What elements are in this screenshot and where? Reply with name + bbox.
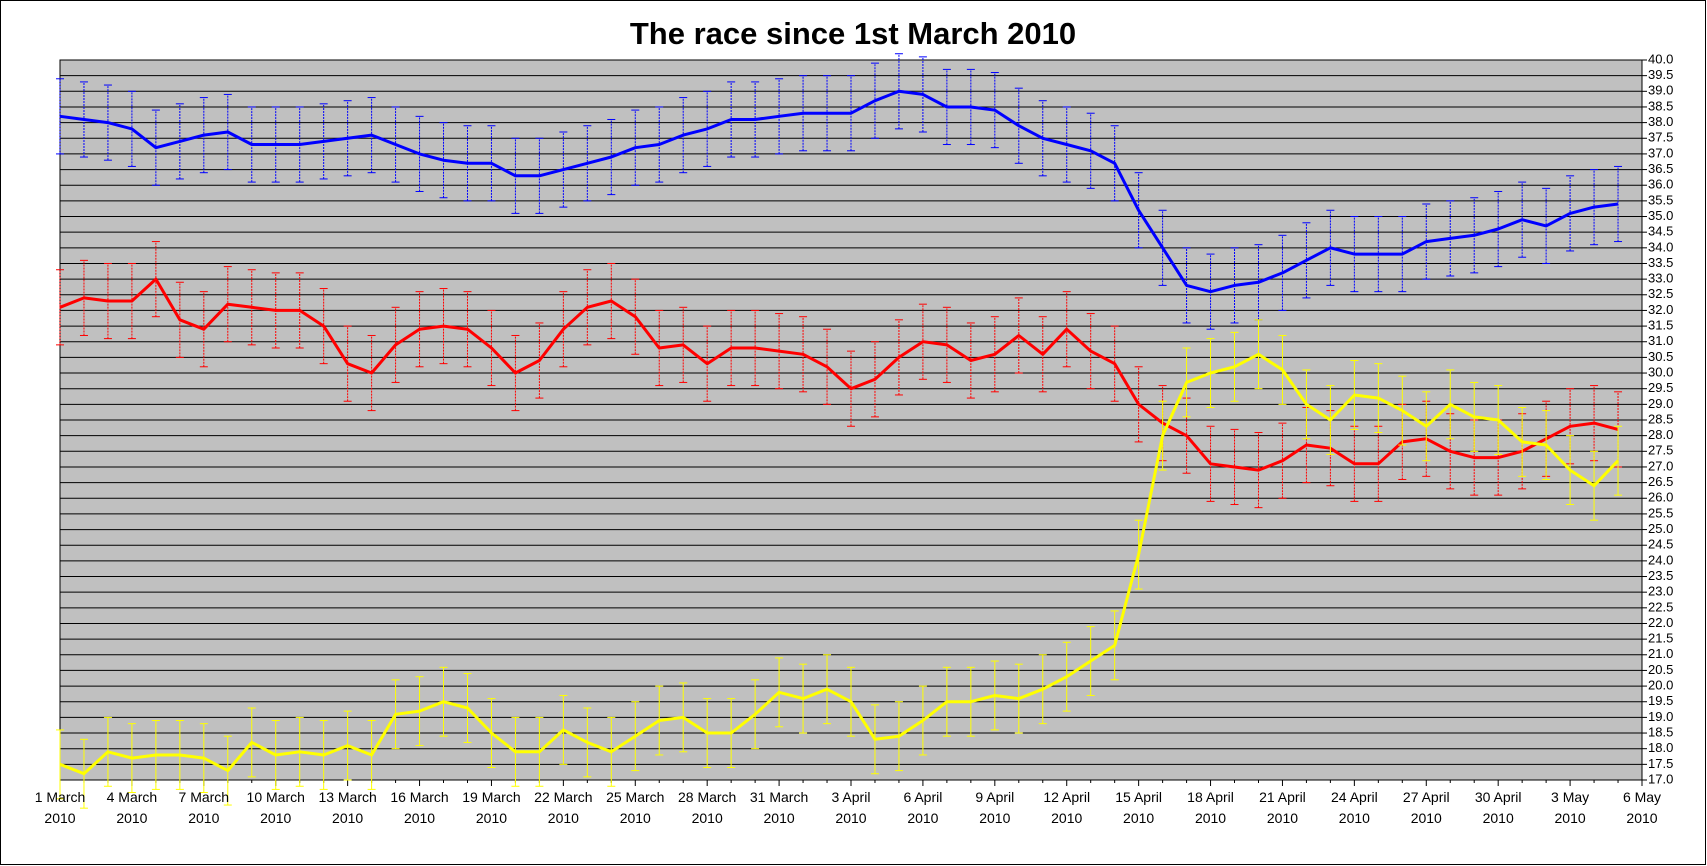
x-tick-label: 10 March 2010 [246,789,305,826]
y-tick-label: 39.0 [1648,83,1673,98]
y-tick-label: 27.0 [1648,458,1673,473]
y-tick-label: 18.0 [1648,740,1673,755]
y-tick-label: 20.5 [1648,662,1673,677]
y-tick-label: 33.0 [1648,271,1673,286]
x-tick-label: 7 March 2010 [178,789,230,826]
x-tick-label: 16 March 2010 [390,789,449,826]
series-line [59,352,1620,776]
x-tick-label: 6 May 2010 [1622,789,1662,826]
y-tick-label: 35.5 [1648,192,1673,207]
y-tick-label: 19.5 [1648,693,1673,708]
y-tick-label: 33.5 [1648,255,1673,270]
x-tick-label: 21 April 2010 [1259,789,1306,826]
x-tick-label: 1 March 2010 [34,789,86,826]
y-tick-label: 19.0 [1648,709,1673,724]
y-tick-label: 32.0 [1648,302,1673,317]
y-tick-label: 23.5 [1648,568,1673,583]
y-tick-label: 25.5 [1648,505,1673,520]
x-tick-label: 3 April 2010 [831,789,871,826]
y-tick-label: 21.5 [1648,631,1673,646]
x-tick-label: 13 March 2010 [318,789,377,826]
y-tick-label: 40.0 [1648,51,1673,66]
y-tick-label: 29.5 [1648,380,1673,395]
x-tick-label: 27 April 2010 [1402,789,1450,826]
y-tick-label: 35.0 [1648,208,1673,223]
y-tick-label: 26.5 [1648,474,1673,489]
x-tick-label: 6 April 2010 [903,789,943,826]
series-line [59,89,1619,294]
y-tick-label: 27.5 [1648,443,1673,458]
x-tick-label: 18 April 2010 [1187,789,1234,826]
y-tick-label: 20.0 [1648,678,1673,693]
x-tick-label: 15 April 2010 [1115,789,1162,826]
y-tick-label: 32.5 [1648,286,1673,301]
y-tick-label: 38.0 [1648,114,1673,129]
y-tick-label: 37.5 [1648,130,1673,145]
x-tick-label: 9 April 2010 [975,789,1015,826]
y-tick-label: 24.0 [1648,552,1673,567]
y-tick-label: 28.5 [1648,411,1673,426]
x-tick-label: 30 April 2010 [1474,789,1522,826]
x-tick-label: 25 March 2010 [606,789,665,826]
y-tick-label: 17.5 [1648,756,1673,771]
y-tick-label: 22.5 [1648,599,1673,614]
y-tick-label: 39.5 [1648,67,1673,82]
y-tick-label: 30.5 [1648,349,1673,364]
y-tick-label: 36.5 [1648,161,1673,176]
x-tick-label: 3 May 2010 [1551,789,1590,826]
y-tick-label: 22.0 [1648,615,1673,630]
series [56,319,1623,809]
x-tick-label: 12 April 2010 [1043,789,1091,826]
x-tick-label: 4 March 2010 [106,789,158,826]
y-tick-label: 26.0 [1648,490,1673,505]
y-tick-label: 18.5 [1648,724,1673,739]
x-tick-label: 24 April 2010 [1331,789,1378,826]
series [56,53,1623,330]
y-tick-label: 31.0 [1648,333,1673,348]
y-tick-label: 37.0 [1648,145,1673,160]
y-tick-label: 28.0 [1648,427,1673,442]
y-tick-label: 24.5 [1648,537,1673,552]
series-line [59,277,1619,472]
y-tick-label: 17.0 [1648,771,1673,786]
y-tick-label: 21.0 [1648,646,1673,661]
y-tick-label: 25.0 [1648,521,1673,536]
y-tick-label: 31.5 [1648,318,1673,333]
y-tick-label: 34.0 [1648,239,1673,254]
y-tick-label: 23.0 [1648,584,1673,599]
y-tick-label: 29.0 [1648,396,1673,411]
chart-title: The race since 1st March 2010 [630,16,1076,51]
x-tick-label: 19 March 2010 [462,789,521,826]
y-tick-label: 34.5 [1648,224,1673,239]
x-tick-label: 28 March 2010 [677,789,737,826]
y-tick-label: 36.0 [1648,177,1673,192]
y-tick-label: 30.0 [1648,364,1673,379]
y-tick-label: 38.5 [1648,98,1673,113]
series [56,241,1623,509]
x-tick-label: 22 March 2010 [534,789,593,826]
x-tick-label: 31 March 2010 [749,789,809,826]
